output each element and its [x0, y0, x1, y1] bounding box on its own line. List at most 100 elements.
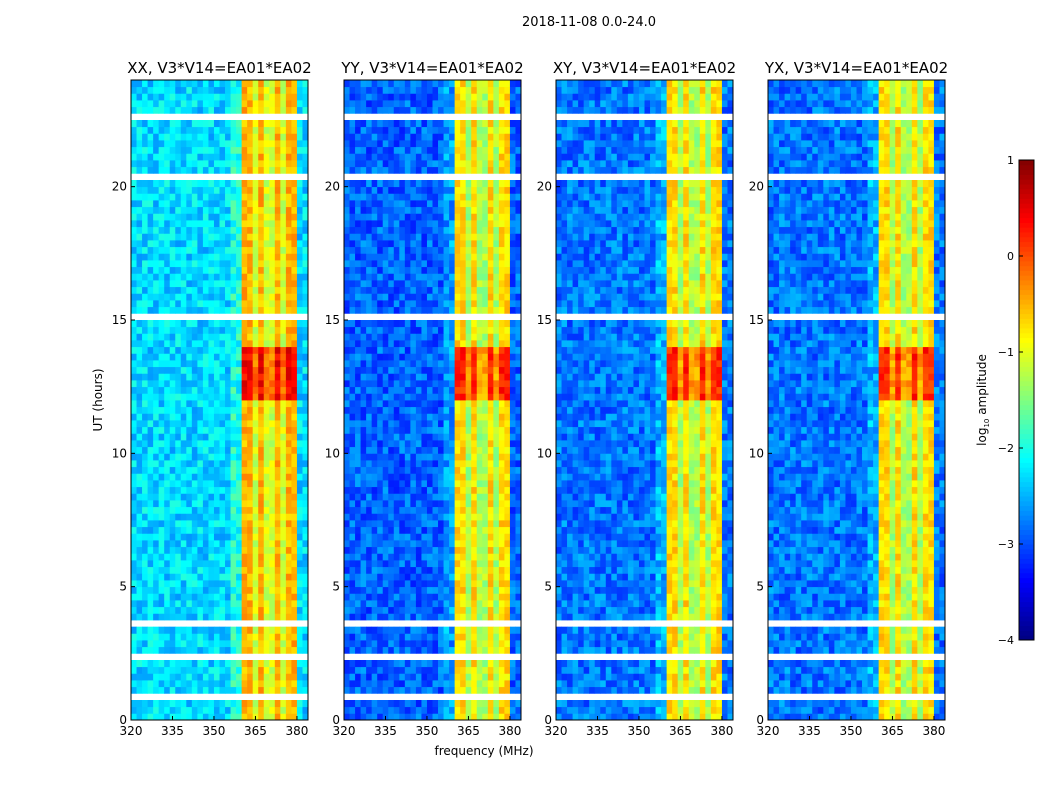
heatmap-cell — [191, 473, 198, 481]
heatmap-cell — [415, 420, 422, 428]
heatmap-cell — [393, 460, 400, 468]
heatmap-cell — [169, 280, 176, 288]
heatmap-cell — [180, 486, 187, 494]
heatmap-cell — [366, 366, 373, 374]
heatmap-cell — [355, 273, 361, 281]
heatmap-cell — [164, 486, 171, 494]
heatmap-cell — [382, 333, 389, 341]
heatmap-cell — [258, 366, 265, 374]
heatmap-cell — [438, 473, 444, 481]
heatmap-cell — [263, 466, 270, 474]
heatmap-cell — [377, 320, 384, 328]
heatmap-cell — [202, 306, 209, 314]
heatmap-cell — [219, 546, 226, 554]
heatmap-cell — [158, 433, 165, 441]
heatmap-cell — [465, 480, 472, 488]
heatmap-cell — [258, 333, 265, 341]
heatmap-cell — [426, 520, 433, 528]
heatmap-cell — [504, 473, 511, 481]
heatmap-cell — [252, 360, 259, 368]
heatmap-cell — [349, 566, 356, 574]
heatmap-cell — [158, 706, 165, 714]
heatmap-cell — [263, 93, 270, 101]
heatmap-cell — [230, 373, 237, 381]
y-tick-label: 20 — [112, 180, 127, 194]
heatmap-cell — [219, 93, 226, 101]
heatmap-cell — [202, 166, 209, 174]
heatmap-cell — [191, 100, 198, 108]
heatmap-cell — [153, 160, 160, 168]
heatmap-cell — [147, 640, 154, 648]
heatmap-cell — [377, 406, 384, 414]
heatmap-cell — [410, 273, 417, 281]
heatmap-cell — [291, 253, 298, 261]
heatmap-cell — [438, 346, 444, 354]
heatmap-cell — [153, 466, 160, 474]
heatmap-cell — [482, 533, 489, 541]
heatmap-cell — [274, 713, 281, 721]
heatmap-cell — [263, 213, 270, 221]
heatmap-cell — [225, 700, 231, 708]
heatmap-cell — [285, 633, 292, 641]
heatmap-cell — [175, 93, 182, 101]
heatmap-cell — [482, 440, 489, 448]
heatmap-cell — [136, 100, 143, 108]
heatmap-cell — [213, 580, 220, 588]
heatmap-cell — [421, 360, 428, 368]
heatmap-cell — [449, 273, 456, 281]
heatmap-cell — [147, 406, 154, 414]
heatmap-cell — [377, 326, 384, 334]
heatmap-cell — [142, 126, 148, 134]
heatmap-cell — [393, 333, 400, 341]
heatmap-cell — [202, 700, 209, 708]
heatmap-cell — [432, 553, 439, 561]
heatmap-cell — [230, 640, 237, 648]
heatmap-cell — [476, 273, 483, 281]
heatmap-cell — [291, 213, 298, 221]
heatmap-cell — [247, 226, 254, 234]
heatmap-cell — [460, 353, 467, 361]
heatmap-cell — [175, 540, 182, 548]
heatmap-cell — [186, 593, 193, 601]
heatmap-cell — [377, 646, 384, 654]
heatmap-cell — [399, 600, 406, 608]
heatmap-cell — [302, 533, 309, 541]
heatmap-cell — [280, 586, 287, 594]
heatmap-cell — [360, 386, 367, 394]
heatmap-cell — [197, 93, 204, 101]
heatmap-cell — [291, 593, 298, 601]
heatmap-cell — [158, 126, 165, 134]
heatmap-cell — [382, 673, 389, 681]
heatmap-cell — [296, 613, 303, 621]
heatmap-cell — [236, 613, 243, 621]
heatmap-cell — [247, 186, 254, 194]
heatmap-cell — [247, 680, 254, 688]
heatmap-cell — [158, 686, 165, 694]
heatmap-cell — [388, 546, 395, 554]
heatmap-cell — [471, 660, 478, 668]
heatmap-cell — [136, 453, 143, 461]
heatmap-cell — [344, 273, 350, 281]
heatmap-cell — [493, 666, 500, 674]
heatmap-cell — [443, 426, 450, 434]
heatmap-cell — [252, 520, 259, 528]
heatmap-cell — [476, 400, 483, 408]
heatmap-cell — [449, 540, 456, 548]
heatmap-cell — [509, 393, 516, 401]
heatmap-cell — [158, 246, 165, 254]
heatmap-cell — [382, 320, 389, 328]
heatmap-cell — [208, 613, 215, 621]
heatmap-cell — [476, 586, 483, 594]
heatmap-cell — [388, 453, 395, 461]
heatmap-cell — [153, 406, 160, 414]
heatmap-cell — [197, 393, 204, 401]
heatmap-cell — [454, 660, 461, 668]
heatmap-cell — [186, 286, 193, 294]
heatmap-cell — [131, 706, 137, 714]
heatmap-cell — [147, 346, 154, 354]
heatmap-cell — [197, 180, 204, 188]
heatmap-cell — [421, 420, 428, 428]
heatmap-cell — [443, 573, 450, 581]
heatmap-cell — [169, 700, 176, 708]
heatmap-cell — [164, 193, 171, 201]
